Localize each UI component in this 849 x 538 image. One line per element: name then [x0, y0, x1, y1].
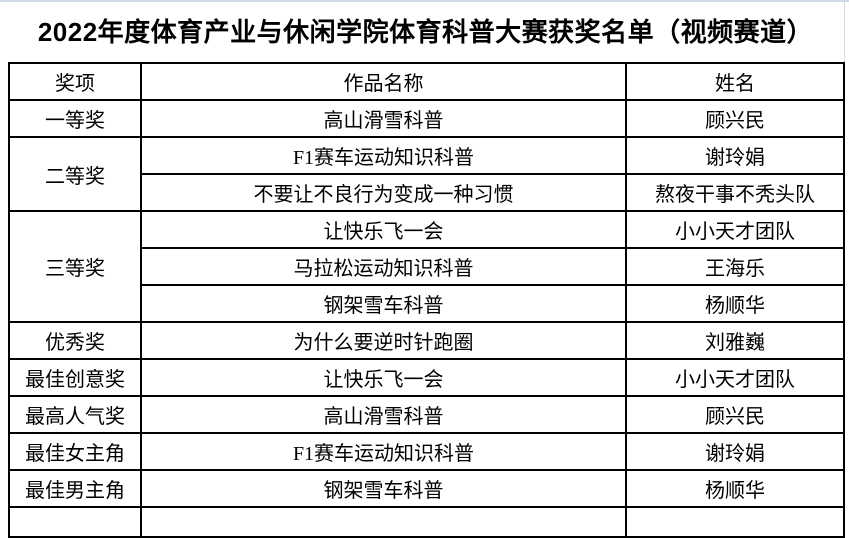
- work-cell: 钢架雪车科普: [140, 469, 627, 508]
- name-cell: 小小天才团队: [625, 358, 845, 397]
- name-cell: 顾兴民: [625, 395, 845, 434]
- table-row: 最佳男主角 钢架雪车科普 杨顺华: [8, 469, 845, 508]
- table-row: 钢架雪车科普 杨顺华: [9, 284, 845, 323]
- header-work: 作品名称: [140, 62, 627, 101]
- window-top-strip: [0, 0, 849, 2]
- cutoff-row-cell: [8, 506, 142, 538]
- award-cell: 一等奖: [8, 99, 142, 138]
- work-cell: 为什么要逆时针跑圈: [140, 321, 627, 360]
- name-cell: 熬夜干事不秃头队: [625, 173, 845, 212]
- header-name: 姓名: [625, 62, 845, 101]
- work-cell: 让快乐飞一会: [140, 358, 627, 397]
- work-cell: 不要让不良行为变成一种习惯: [140, 173, 627, 212]
- table-header-row: 奖项 作品名称 姓名: [8, 62, 845, 101]
- award-cell: 优秀奖: [8, 321, 142, 360]
- table-row: 最高人气奖 高山滑雪科普 顾兴民: [8, 395, 845, 434]
- work-cell: 让快乐飞一会: [140, 210, 627, 249]
- work-cell: 钢架雪车科普: [140, 284, 627, 323]
- name-cell: 刘雅巍: [625, 321, 845, 360]
- name-cell: 小小天才团队: [625, 210, 845, 249]
- table-row: 最佳女主角 F1赛车运动知识科普 谢玲娟: [8, 432, 845, 471]
- page-title: 2022年度体育产业与休闲学院体育科普大赛获奖名单（视频赛道）: [37, 17, 814, 47]
- table-row: 最佳创意奖 让快乐飞一会 小小天才团队: [8, 358, 845, 397]
- table-row: 三等奖 让快乐飞一会 小小天才团队: [8, 210, 845, 323]
- awards-table: 奖项 作品名称 姓名 一等奖 高山滑雪科普 顾兴民 二等奖 F1赛车运动知识科普 谢玲娟不…: [8, 62, 845, 538]
- cutoff-row-cell: [625, 506, 845, 538]
- table-row: 不要让不良行为变成一种习惯 熬夜干事不秃头队: [9, 173, 845, 212]
- award-cell: 最佳男主角: [8, 469, 142, 508]
- work-cell: 高山滑雪科普: [140, 99, 627, 138]
- work-cell: F1赛车运动知识科普: [140, 432, 627, 471]
- table-row: 优秀奖 为什么要逆时针跑圈 刘雅巍: [8, 321, 845, 360]
- page-edge-line: [844, 0, 845, 520]
- work-cell: 马拉松运动知识科普: [140, 247, 627, 286]
- cutoff-row-cell: [140, 506, 627, 538]
- table-row: 二等奖 F1赛车运动知识科普 谢玲娟: [8, 136, 845, 212]
- award-cell: 最佳女主角: [8, 432, 142, 471]
- award-cell: 最佳创意奖: [8, 358, 142, 397]
- work-cell: F1赛车运动知识科普: [140, 136, 627, 175]
- award-cell: 最高人气奖: [8, 395, 142, 434]
- name-cell: 王海乐: [625, 247, 845, 286]
- award-cell: 三等奖: [8, 210, 142, 323]
- name-cell: 谢玲娟: [625, 432, 845, 471]
- table-row: 马拉松运动知识科普 王海乐: [9, 247, 845, 286]
- award-cell: 二等奖: [8, 136, 142, 212]
- cutoff-table-row: [8, 506, 845, 538]
- table-row: 一等奖 高山滑雪科普 顾兴民: [8, 99, 845, 138]
- name-cell: 杨顺华: [625, 469, 845, 508]
- work-cell: 高山滑雪科普: [140, 395, 627, 434]
- name-cell: 顾兴民: [625, 99, 845, 138]
- name-cell: 杨顺华: [625, 284, 845, 323]
- header-award: 奖项: [8, 62, 142, 101]
- name-cell: 谢玲娟: [625, 136, 845, 175]
